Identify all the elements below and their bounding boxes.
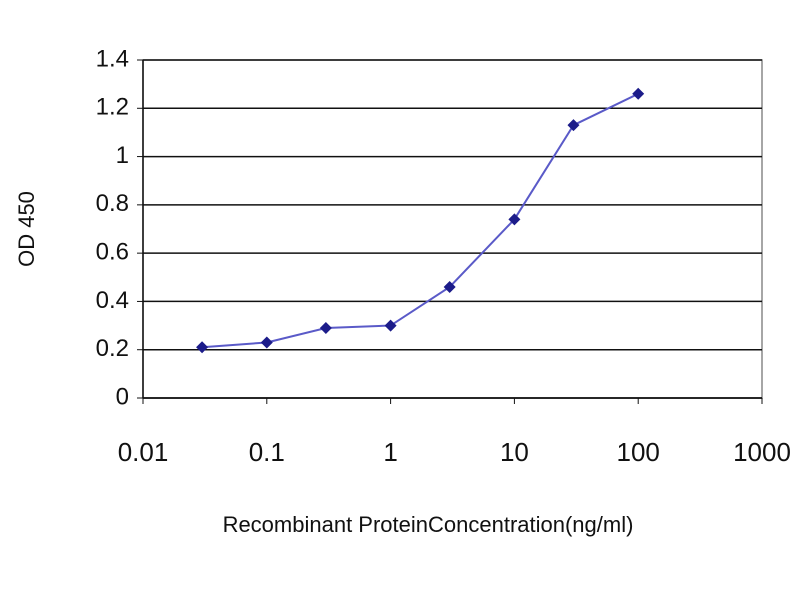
data-point — [196, 341, 209, 354]
x-tick-label: 1 — [383, 437, 397, 467]
y-tick-label: 1.4 — [96, 45, 129, 72]
plot-area — [142, 59, 763, 399]
x-tick-label: 0.01 — [118, 437, 169, 467]
x-tick-label: 10 — [500, 437, 529, 467]
y-tick-label: 0 — [116, 383, 129, 410]
data-line — [201, 92, 639, 349]
data-point — [319, 321, 332, 334]
data-point — [260, 336, 273, 349]
data-point — [443, 280, 456, 293]
x-axis-label: Recombinant ProteinConcentration(ng/ml) — [223, 512, 634, 537]
data-point — [632, 87, 645, 100]
y-tick-label: 1.2 — [96, 94, 129, 121]
y-axis-label: OD 450 — [14, 191, 39, 267]
data-point — [508, 213, 521, 226]
data-point — [567, 119, 580, 132]
x-tick-label: 100 — [617, 437, 660, 467]
y-tick-label: 1 — [116, 142, 129, 169]
y-tick-label: 0.2 — [96, 335, 129, 362]
y-tick-label: 0.6 — [96, 238, 129, 265]
y-tick-label: 0.4 — [96, 287, 129, 314]
y-tick-label: 0.8 — [96, 190, 129, 217]
x-tick-label: 1000 — [733, 437, 791, 467]
data-point — [384, 319, 397, 332]
x-tick-label: 0.1 — [249, 437, 285, 467]
